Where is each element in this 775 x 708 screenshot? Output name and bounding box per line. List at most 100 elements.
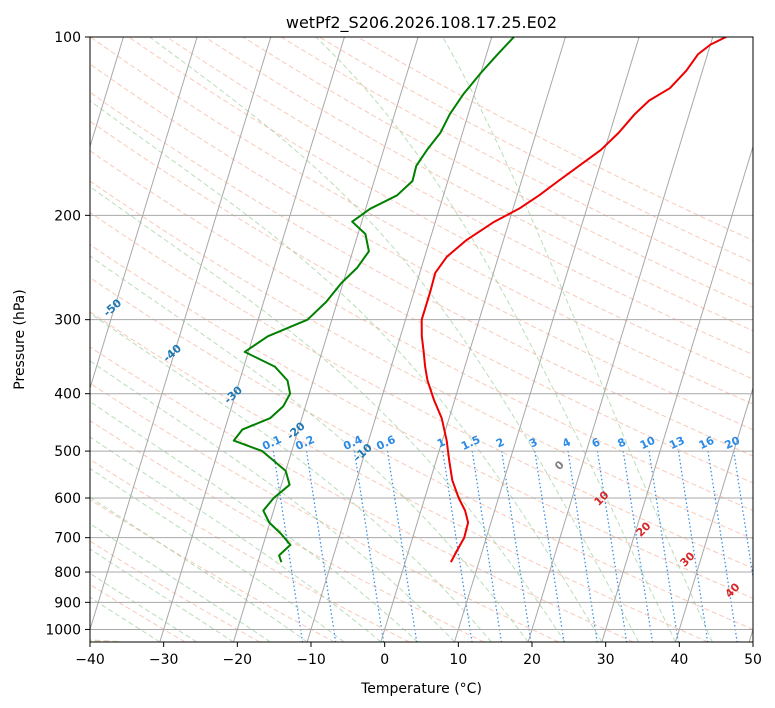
isotherms [90,37,753,642]
isotherm-label: -70 [0,192,9,215]
isotherm-line [454,37,640,642]
dry-adiabat-line [90,420,485,642]
mixing-ratio-line [733,451,753,581]
y-tick-label: 400 [54,387,81,403]
dry-adiabat-line [90,540,260,642]
moist-adiabat-line [90,467,345,642]
dry-adiabat-line [166,37,753,356]
y-tick-label: 1000 [45,622,81,638]
isotherm-line [90,37,124,149]
y-tick-label: 100 [54,30,81,46]
dry-adiabats [90,37,753,642]
x-tick-label: −30 [149,652,179,668]
x-tick-label: 20 [523,652,541,668]
moist-adiabat-label: 40 [723,580,743,600]
mixing-ratio-label: 4 [560,435,573,450]
mixing-ratio-line [305,451,337,642]
mixing-ratio-label: 16 [697,434,717,452]
x-tick-label: 0 [380,652,389,668]
y-axis: 100 200 300 400 500 600 700 800 900 1000 [45,30,90,638]
mixing-ratio-lines [272,451,775,642]
dry-adiabat-line [90,150,753,512]
dry-adiabat-line [90,180,753,540]
mixing-ratio-line [471,451,502,642]
profiles [232,37,727,563]
dry-adiabat-line [242,37,753,308]
isotherm-line [527,37,714,642]
mixing-ratio-line [648,451,679,642]
mixing-ratio-label: 0.1 [260,433,283,453]
y-tick-label: 800 [54,565,81,581]
dry-adiabat-line [90,37,753,405]
x-axis-title: Temperature (°C) [360,681,482,697]
dry-adiabat-line [128,37,753,380]
mixing-ratio-line [596,451,628,642]
x-axis: −40 −30 −20 −10 0 10 20 30 40 50 [75,642,762,668]
isotherm-line [233,37,419,642]
moist-adiabat-line [149,37,640,642]
mixing-ratio-label: 0.6 [374,433,397,453]
mixing-ratio-label: 20 [723,434,743,452]
dry-adiabat-line [90,346,634,642]
dry-adiabat-line [90,382,559,642]
temperature-profile-line [420,37,727,563]
pressure-gridlines [90,37,753,630]
moist-adiabat-line [90,523,271,642]
isotherm-label: -30 [222,383,246,406]
y-tick-label: 900 [54,595,81,611]
mixing-ratio-line [534,451,565,642]
mixing-ratio-line [386,451,418,642]
mixing-ratio-label: 2 [494,435,506,450]
x-tick-label: 40 [670,652,688,668]
dewpoint-profile-line [232,37,515,563]
dry-adiabat-line [90,583,186,642]
mixing-ratio-label: 13 [667,434,686,452]
x-tick-label: 30 [597,652,615,668]
mixing-ratio-label: 3 [527,435,539,450]
isotherm-line [306,37,493,642]
isotherm-line [90,37,198,390]
moist-adiabat-line [90,436,382,642]
isotherm-label: -60 [42,247,66,270]
moist-adiabat-label: 20 [634,519,654,539]
mixing-ratio-line [707,451,738,642]
mixing-ratio-label: 25 [752,434,771,452]
isotherm-label: -50 [101,296,125,319]
dry-adiabat-line [90,244,753,600]
moist-adiabat-line [90,100,603,642]
moist-adiabat-line [90,548,234,642]
isotherm-line [159,37,345,642]
dry-adiabat-line [204,37,753,332]
mixing-ratio-line [501,451,532,642]
moist-adiabat-label: 10 [592,488,612,508]
y-tick-label: 500 [54,444,81,460]
dry-adiabat-line [90,120,753,484]
moist-adiabat-line [90,186,566,642]
mixing-ratio-line [763,451,775,642]
x-tick-label: −40 [75,652,105,668]
mixing-ratio-label: 6 [590,435,603,450]
mixing-ratio-line [353,451,385,642]
moist-adiabat-label: 0 [552,458,567,473]
moist-adiabat-line [90,572,197,642]
y-tick-label: 700 [54,531,81,547]
y-tick-label: 200 [54,208,81,224]
isotherm-line [90,37,272,632]
y-tick-label: 600 [54,491,81,507]
dry-adiabat-line [90,458,410,642]
x-tick-label: −10 [296,652,326,668]
moist-adiabat-line [90,360,455,642]
mixing-ratio-line [442,451,473,642]
x-tick-label: 10 [449,652,467,668]
y-tick-label: 300 [54,313,81,329]
moist-adiabat-line [315,37,676,642]
isotherm-line [380,37,566,642]
isotherm-line [601,144,753,642]
plot-frame [89,36,754,643]
y-axis-title: Pressure (hPa) [12,289,28,389]
moist-adiabat-line [90,312,492,642]
moist-adiabat-line [442,37,713,642]
moist-adiabat-line [90,400,419,642]
mixing-ratio-line [272,451,304,642]
